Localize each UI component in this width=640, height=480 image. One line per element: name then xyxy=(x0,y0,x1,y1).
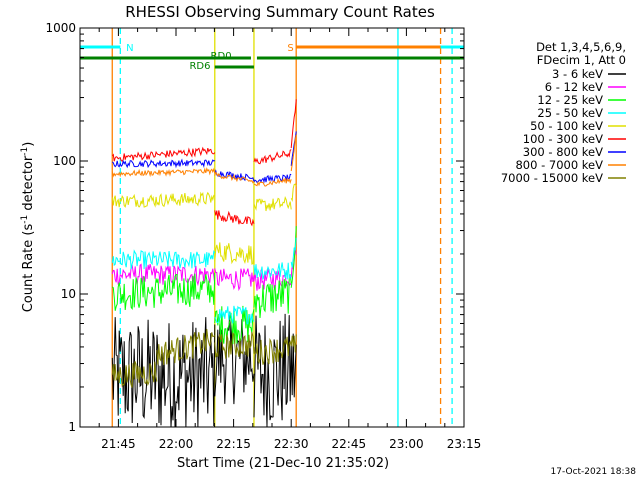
flag-label-s: S xyxy=(287,43,293,54)
legend-label-3-6-kev: 3 - 6 keV xyxy=(552,67,603,81)
series-line-7000-15000-kev xyxy=(156,328,216,366)
series-line-800-7000-kev xyxy=(111,167,216,178)
x-axis-title: Start Time (21-Dec-10 21:35:02) xyxy=(177,456,389,471)
legend-label-6-12-kev: 6 - 12 keV xyxy=(545,80,603,94)
series-line-100-300-kev xyxy=(253,149,292,165)
series-line-25-50-kev xyxy=(111,249,216,270)
series-line-50-100-kev xyxy=(290,183,297,202)
x-axis: 21:45 22:00 22:15 22:30 22:45 23:00 23:15 xyxy=(79,28,482,451)
x-tick-label: 23:00 xyxy=(389,437,424,451)
series-line-12-25-kev xyxy=(214,305,255,345)
series-line-25-50-kev xyxy=(214,305,255,325)
series-line-100-300-kev xyxy=(111,146,216,162)
series-line-7000-15000-kev xyxy=(111,361,158,388)
flag-label-n: N xyxy=(126,43,133,54)
y-axis-title-part3: ) xyxy=(21,142,36,147)
legend-header-line2: FDecim 1, Att 0 xyxy=(537,53,626,67)
chart-title: RHESSI Observing Summary Count Rates xyxy=(125,3,435,21)
series-line-100-300-kev xyxy=(290,99,297,149)
series-line-3-6-kev xyxy=(111,317,216,428)
series-line-25-50-kev xyxy=(290,237,297,268)
legend-header-line1: Det 1,3,4,5,6,9, xyxy=(536,40,626,54)
series-line-50-100-kev xyxy=(253,196,292,212)
y-axis-title-sup2: -1 xyxy=(20,147,30,156)
series-line-6-12-kev xyxy=(111,263,216,287)
series-line-300-800-kev xyxy=(253,173,292,184)
y-tick-label: 10 xyxy=(61,287,76,301)
series-line-800-7000-kev xyxy=(214,171,255,184)
legend-label-100-300-kev: 100 - 300 keV xyxy=(523,132,603,146)
series-line-100-300-kev xyxy=(214,210,255,227)
y-axis-title-part2: detector xyxy=(21,155,36,215)
series-line-300-800-kev xyxy=(111,158,216,169)
series-line-7000-15000-kev xyxy=(253,334,297,365)
x-tick-label: 22:00 xyxy=(159,437,194,451)
x-tick-label: 22:45 xyxy=(332,437,367,451)
y-tick-label: 1000 xyxy=(45,21,76,35)
y-axis-title-part1: Count Rate (s xyxy=(21,224,36,313)
legend-label-50-100-kev: 50 - 100 keV xyxy=(530,119,603,133)
flag-label-rd0: RD0 xyxy=(211,51,232,62)
series-lines xyxy=(111,99,297,428)
x-tick-label: 22:30 xyxy=(274,437,309,451)
series-line-7000-15000-kev xyxy=(214,331,255,359)
legend-label-25-50-kev: 25 - 50 keV xyxy=(537,106,603,120)
y-tick-label: 1 xyxy=(68,420,76,434)
flag-label-rd6: RD6 xyxy=(189,61,210,72)
legend-label-300-800-kev: 300 - 800 keV xyxy=(523,145,603,159)
series-line-25-50-kev xyxy=(253,262,292,280)
y-axis: 1 10 100 1000 xyxy=(45,21,464,434)
y-axis-title-sup1: -1 xyxy=(20,215,30,224)
legend-label-7000-15000-kev: 7000 - 15000 keV xyxy=(501,171,603,185)
timestamp: 17-Oct-2021 18:38 xyxy=(551,467,637,477)
series-line-12-25-kev xyxy=(253,274,292,319)
legend: Det 1,3,4,5,6,9, FDecim 1, Att 0 3 - 6 k… xyxy=(501,40,626,185)
series-line-12-25-kev xyxy=(111,272,216,311)
series-line-6-12-kev xyxy=(214,268,255,292)
y-tick-label: 100 xyxy=(53,154,76,168)
x-tick-label: 22:15 xyxy=(216,437,251,451)
y-axis-title: Count Rate (s-1 detector-1) xyxy=(20,142,36,313)
series-line-50-100-kev xyxy=(214,242,255,265)
x-tick-label: 21:45 xyxy=(101,437,136,451)
x-tick-label: 23:15 xyxy=(447,437,482,451)
series-line-800-7000-kev xyxy=(253,177,292,187)
legend-label-12-25-kev: 12 - 25 keV xyxy=(537,93,603,107)
series-line-800-7000-kev xyxy=(290,134,297,172)
legend-label-800-7000-kev: 800 - 7000 keV xyxy=(515,158,603,172)
series-line-3-6-kev xyxy=(253,313,297,428)
series-line-50-100-kev xyxy=(111,191,216,208)
